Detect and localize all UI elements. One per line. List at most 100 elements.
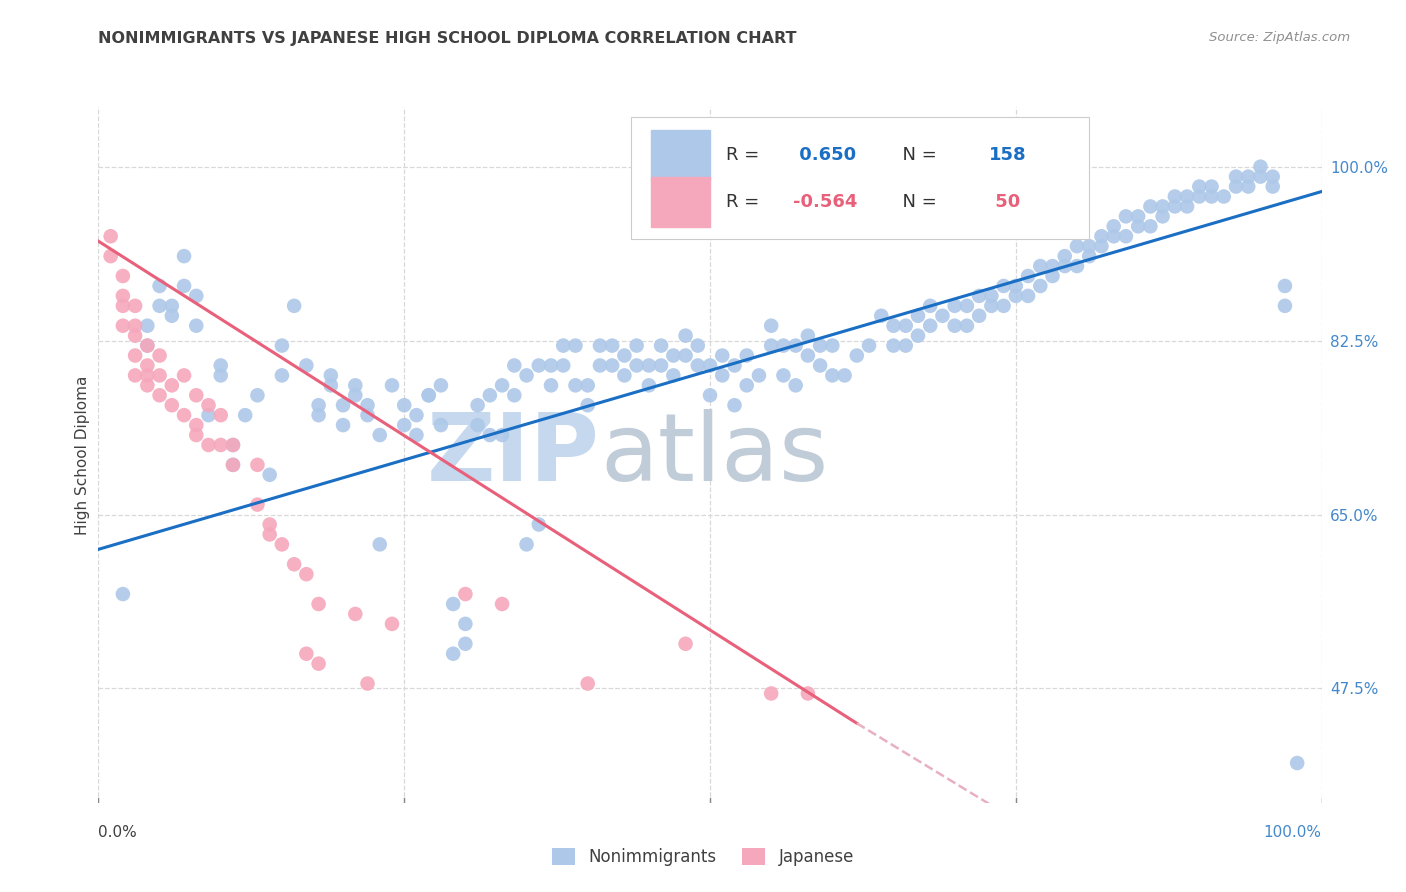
Point [186,428,208,442]
Point [920,299,942,313]
Point [467,398,489,412]
Point [111,268,134,283]
Point [222,438,245,452]
Point [430,418,453,433]
Y-axis label: High School Diploma: High School Diploma [75,376,90,534]
Point [1201,179,1223,194]
Point [405,428,427,442]
Point [259,517,281,532]
Point [1261,179,1284,194]
Point [454,616,477,631]
Point [980,289,1002,303]
Point [626,338,648,352]
Point [723,359,745,373]
Point [1201,189,1223,203]
Point [589,338,612,352]
Point [356,408,378,422]
FancyBboxPatch shape [651,129,710,179]
Text: 50: 50 [988,193,1021,211]
Point [1078,239,1101,253]
Point [675,328,697,343]
Point [821,368,844,383]
Point [1053,249,1076,263]
Text: NONIMMIGRANTS VS JAPANESE HIGH SCHOOL DIPLOMA CORRELATION CHART: NONIMMIGRANTS VS JAPANESE HIGH SCHOOL DI… [98,31,797,46]
Point [1078,249,1101,263]
Text: Source: ZipAtlas.com: Source: ZipAtlas.com [1209,31,1350,45]
Point [186,418,208,433]
Point [136,368,159,383]
Point [686,338,709,352]
Point [1066,239,1088,253]
Point [1102,219,1125,234]
Point [295,567,318,582]
Point [1115,229,1137,244]
Point [540,378,562,392]
Point [344,388,367,402]
Point [368,428,391,442]
Point [100,249,122,263]
Point [478,388,501,402]
Point [332,418,354,433]
Point [699,388,721,402]
Point [761,318,783,333]
Point [699,359,721,373]
Point [1225,179,1247,194]
Point [1066,259,1088,273]
Point [1274,279,1296,293]
Point [149,279,172,293]
Point [381,616,404,631]
Point [834,368,856,383]
Point [920,318,942,333]
Point [368,537,391,551]
FancyBboxPatch shape [651,177,710,227]
Point [124,318,146,333]
Point [160,378,183,392]
Point [111,587,134,601]
Point [1237,179,1260,194]
Point [259,467,281,482]
Point [723,398,745,412]
Point [662,349,685,363]
Point [233,408,256,422]
Point [1261,169,1284,184]
Point [1188,179,1211,194]
Point [124,349,146,363]
Point [160,299,183,313]
Point [858,338,880,352]
Point [748,368,770,383]
Point [1042,268,1064,283]
Point [797,686,820,700]
Point [564,378,586,392]
Point [638,359,661,373]
Point [894,318,917,333]
Point [785,378,807,392]
Point [613,349,636,363]
Point [1286,756,1309,770]
Point [149,368,172,383]
Point [136,338,159,352]
Point [1004,289,1026,303]
Point [392,398,416,412]
Point [160,309,183,323]
Point [808,359,831,373]
Point [1249,160,1271,174]
Point [111,289,134,303]
Text: 0.650: 0.650 [793,145,856,163]
Point [1029,279,1052,293]
Text: N =: N = [891,193,942,211]
Point [662,368,685,383]
Point [576,676,599,690]
Point [173,249,195,263]
Point [246,458,269,472]
Point [956,299,979,313]
Point [613,368,636,383]
Text: -0.564: -0.564 [793,193,858,211]
FancyBboxPatch shape [630,118,1090,239]
Point [1188,189,1211,203]
Point [735,349,758,363]
Point [650,338,672,352]
Point [332,398,354,412]
Point [883,338,905,352]
Point [209,368,232,383]
Legend: Nonimmigrants, Japanese: Nonimmigrants, Japanese [553,847,853,866]
